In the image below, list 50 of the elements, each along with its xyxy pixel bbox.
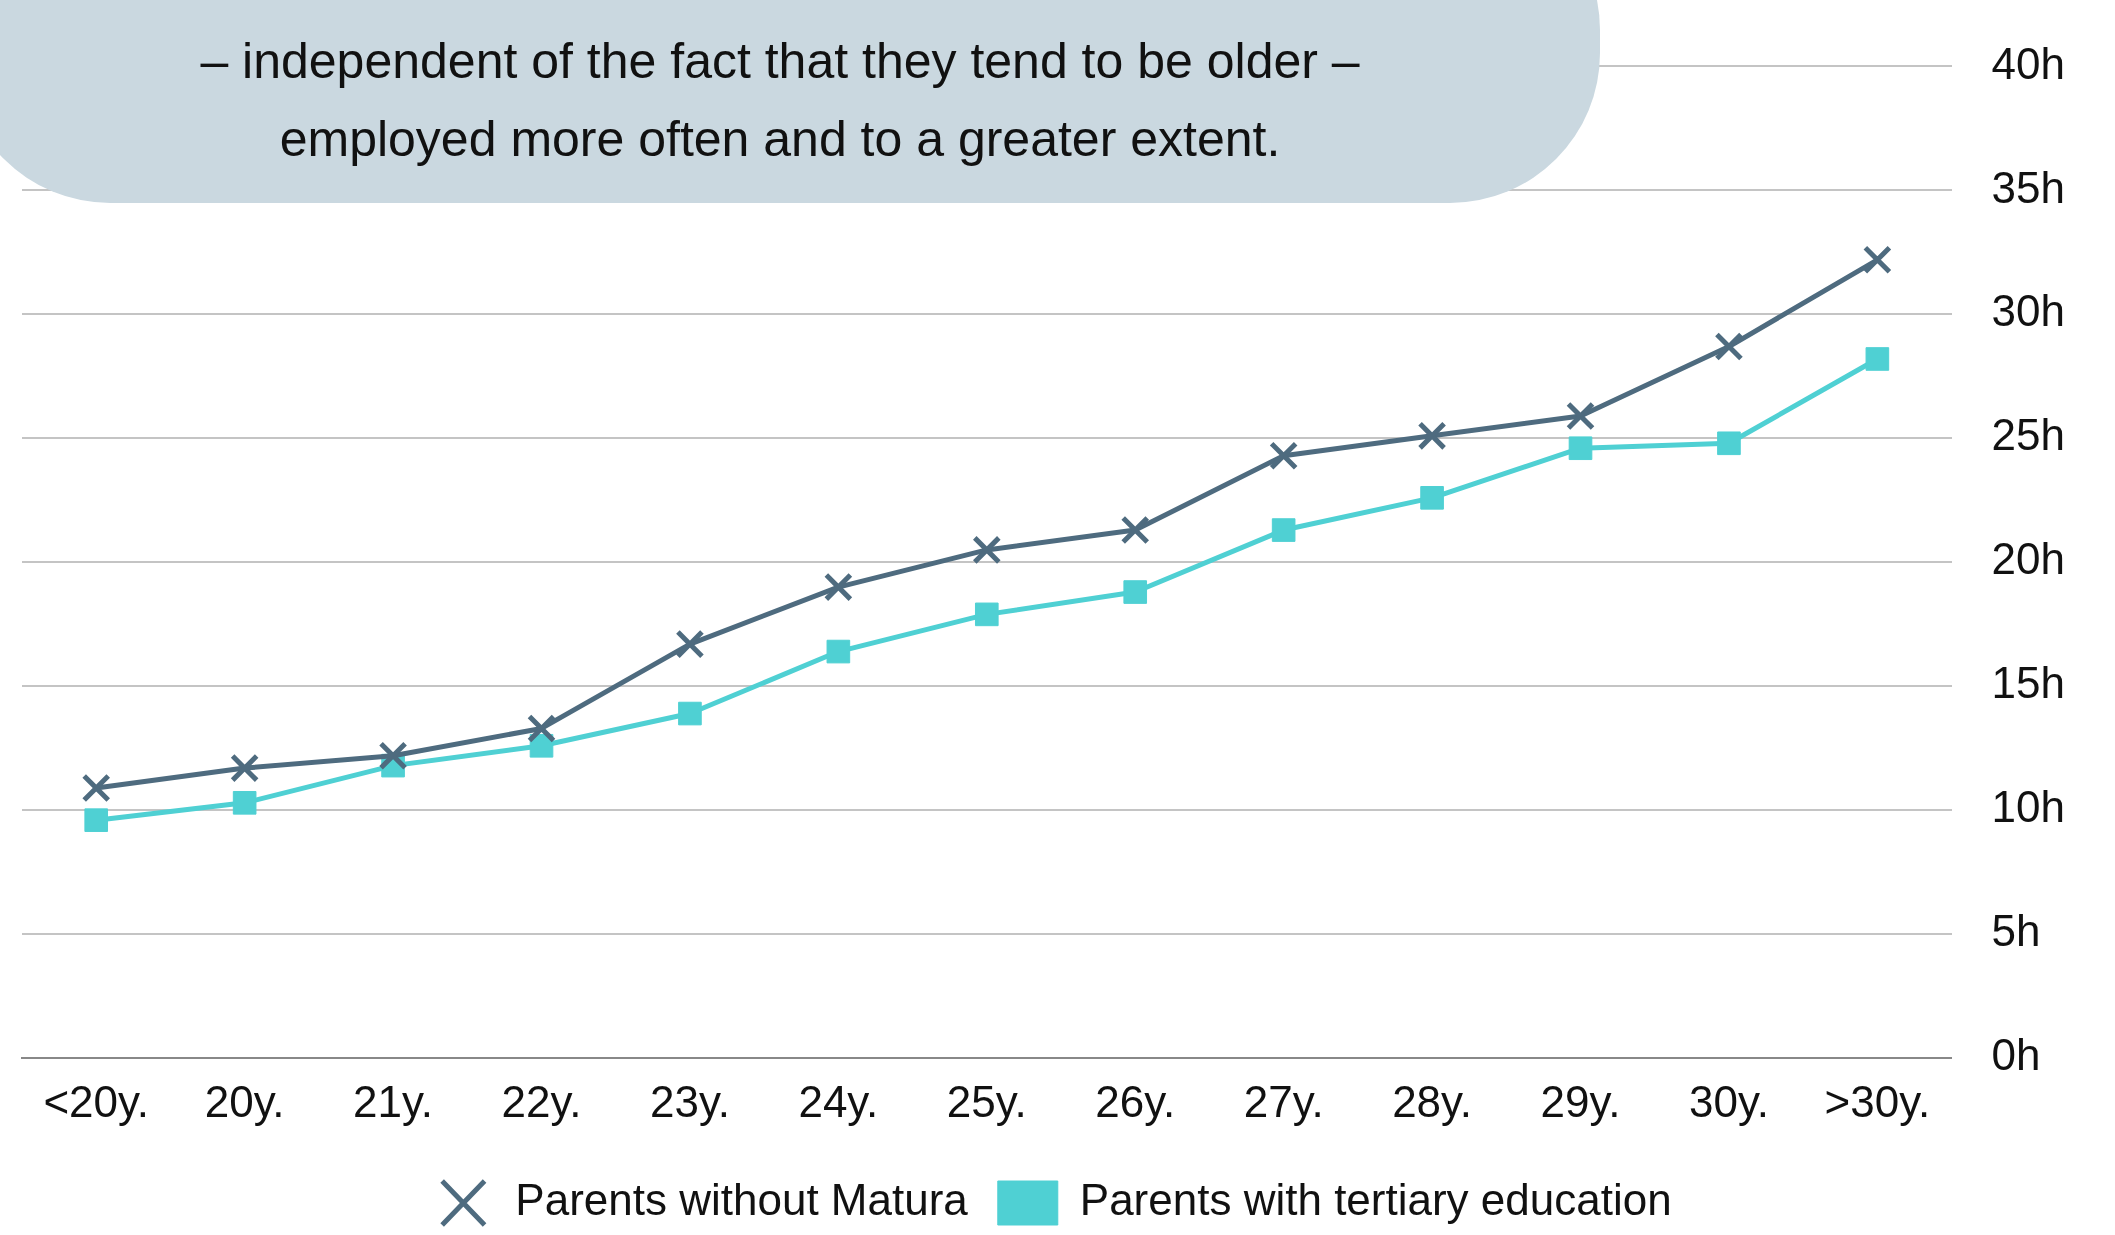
point	[1568, 436, 1593, 461]
y-tick-label: 35h	[1991, 162, 2066, 212]
y-tick-label: 40h	[1991, 38, 2066, 88]
point	[84, 808, 109, 832]
x-tick-label: 30y.	[1688, 1076, 1769, 1126]
point	[1120, 515, 1150, 545]
x-tick-label: 22y.	[501, 1076, 582, 1126]
x-tick-label: 21y.	[353, 1076, 434, 1126]
point	[230, 753, 260, 783]
x-tick-label: 26y.	[1095, 1076, 1176, 1126]
point	[1269, 441, 1299, 471]
point	[1862, 245, 1892, 275]
point	[1565, 401, 1596, 431]
point	[675, 629, 705, 659]
point	[1271, 518, 1296, 542]
point	[678, 701, 702, 726]
x-tick-label: 28y.	[1392, 1076, 1473, 1126]
x-tick-label: 24y.	[798, 1076, 879, 1126]
annotation: – independent of the fact that they tend to be older –	[199, 32, 1361, 91]
x-tick-label: 23y.	[649, 1076, 730, 1126]
y-tick-label: 0h	[1991, 1030, 2041, 1080]
point	[232, 791, 257, 815]
point	[823, 572, 853, 602]
point	[81, 773, 111, 803]
legend-label: Parents with tertiary education	[1079, 1175, 1672, 1225]
y-tick-label: 15h	[1991, 658, 2066, 708]
x-tick-label: 29y.	[1540, 1076, 1621, 1126]
point	[378, 741, 408, 771]
x-tick-label: 25y.	[946, 1076, 1027, 1126]
y-tick-label: 10h	[1991, 782, 2066, 832]
point	[972, 535, 1002, 565]
x-tick-label: 27y.	[1243, 1076, 1324, 1126]
x-tick-label: 20y.	[204, 1076, 285, 1126]
point	[526, 713, 557, 743]
annotation: employed more often and to a greater extent.	[278, 110, 1282, 169]
point	[1717, 431, 1741, 456]
legend-label: Parents without Matura	[515, 1175, 969, 1225]
point	[974, 602, 999, 627]
point	[1123, 580, 1148, 604]
point	[1714, 332, 1744, 362]
y-tick-label: 25h	[1991, 410, 2066, 460]
x-tick-label: <20y.	[43, 1076, 150, 1126]
y-tick-label: 30h	[1991, 286, 2066, 336]
y-tick-label: 20h	[1991, 534, 2066, 584]
point	[1420, 486, 1444, 510]
x-tick-label: >30y.	[1824, 1076, 1931, 1126]
y-tick-label: 5h	[1991, 906, 2041, 956]
point	[1417, 421, 1447, 451]
point	[1865, 347, 1890, 371]
point	[826, 639, 851, 664]
